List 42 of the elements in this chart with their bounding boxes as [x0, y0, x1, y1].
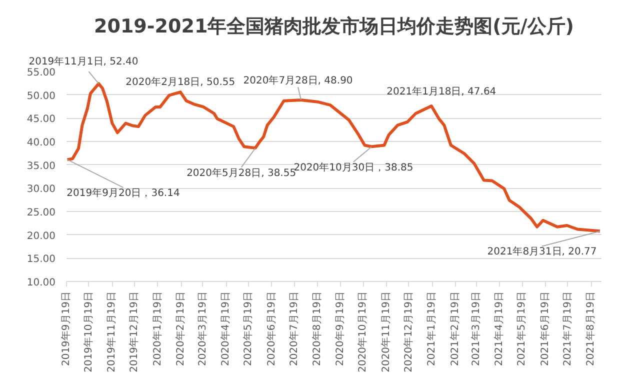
x-tick-label: 2021年6月19日	[538, 291, 551, 366]
x-tick-label: 2020年9月19日	[334, 291, 346, 366]
annotation: 2021年1月18日, 47.64	[386, 85, 496, 98]
y-tick-label: 25.00	[26, 208, 56, 218]
x-tick-label: 2021年1月19日	[426, 291, 438, 366]
y-tick-label: 35.00	[26, 160, 56, 172]
x-tick-label: 2020年6月19日	[265, 291, 278, 366]
annotation: 2021年8月31日, 20.77	[487, 246, 597, 258]
x-tick-label: 2021年2月19日	[448, 291, 461, 366]
annotation: 2020年7月28日, 48.90	[243, 74, 353, 86]
x-tick-label: 2020年8月19日	[311, 291, 324, 366]
x-tick-label: 2020年10月19日	[356, 291, 369, 372]
x-tick-label: 2021年3月19日	[470, 291, 482, 366]
annotation: 2020年5月28日, 38.55	[186, 166, 296, 179]
x-tick-label: 2020年4月19日	[220, 291, 232, 366]
annotation: 2020年2月18日, 50.55	[126, 76, 236, 88]
x-tick-label: 2020年7月19日	[288, 291, 300, 366]
x-tick-label: 2019年12月19日	[128, 291, 140, 372]
y-tick-label: 20.00	[26, 230, 56, 242]
y-tick-label: 55.00	[26, 68, 56, 78]
x-tick-label: 2019年10月19日	[82, 291, 94, 372]
y-tick-label: 30.00	[26, 184, 56, 196]
x-tick-label: 2021年8月19日	[584, 291, 597, 366]
chart-title: 2019-2021年全国猪肉批发市场日均价走势图(元/公斤)	[94, 16, 574, 38]
x-tick-label: 2019年9月19日	[60, 291, 72, 366]
x-tick-label: 2020年2月19日	[174, 291, 187, 366]
y-tick-label: 10.00	[26, 278, 56, 288]
y-tick-label: 15.00	[26, 254, 56, 266]
annotation: 2019年9月20日，36.14	[66, 187, 180, 200]
x-tick-label: 2020年11月19日	[380, 291, 392, 372]
x-tick-label: 2020年5月19日	[242, 291, 254, 366]
y-tick-label: 40.00	[26, 138, 56, 148]
y-tick-label: 45.00	[26, 114, 56, 126]
x-tick-label: 2021年7月19日	[561, 291, 574, 366]
x-tick-label: 2021年5月19日	[516, 291, 528, 366]
annotation: 2019年11月1日, 52.40	[28, 56, 138, 68]
x-tick-label: 2020年3月19日	[196, 291, 208, 366]
x-tick-label: 2020年12月19日	[402, 291, 414, 372]
x-tick-label: 2021年4月19日	[493, 291, 506, 366]
x-tick-label: 2019年11月19日	[106, 291, 118, 372]
x-tick-label: 2020年1月19日	[151, 291, 164, 366]
y-tick-label: 50.00	[26, 90, 56, 102]
